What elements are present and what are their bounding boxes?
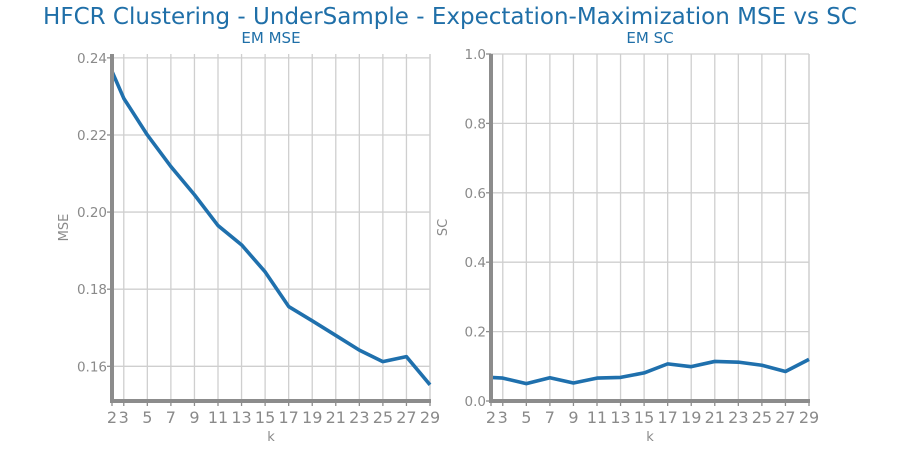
mse-ytick-label-2: 0.20 — [77, 205, 107, 221]
sc-x-axis-label: k — [646, 430, 654, 445]
mse-xtick-label-7: 15 — [255, 408, 275, 427]
sc-xtick-label-13: 27 — [775, 408, 795, 427]
sc-ytick-label-3: 0.6 — [465, 186, 486, 202]
mse-xtick-label-11: 23 — [349, 408, 369, 427]
sc-xtick-label-14: 29 — [799, 408, 819, 427]
mse-xtick-label-12: 25 — [373, 408, 393, 427]
mse-xtick-label-4: 9 — [189, 408, 199, 427]
mse-xtick-label-6: 13 — [231, 408, 251, 427]
sc-xtick-label-9: 19 — [681, 408, 701, 427]
mse-ytick-label-3: 0.22 — [77, 128, 107, 144]
mse-x-axis-label: k — [267, 430, 275, 445]
sc-series-line — [490, 357, 810, 386]
mse-xtick-label-3: 7 — [166, 408, 176, 427]
mse-ytick-label-4: 0.24 — [77, 51, 107, 67]
mse-xtick-label-2: 5 — [142, 408, 152, 427]
sc-y-axis-label: SC — [436, 219, 451, 236]
figure-title: HFCR Clustering - UnderSample - Expectat… — [43, 4, 857, 30]
sc-xtick-label-2: 5 — [521, 408, 531, 427]
sc-xtick-label-7: 15 — [634, 408, 654, 427]
sc-xtick-label-3: 7 — [545, 408, 555, 427]
sc-ytick-label-4: 0.8 — [465, 116, 486, 132]
sc-xtick-label-8: 17 — [657, 408, 677, 427]
mse-xtick-label-5: 11 — [208, 408, 228, 427]
sc-ytick-label-1: 0.2 — [465, 325, 486, 341]
sc-xtick-label-12: 25 — [752, 408, 772, 427]
mse-xtick-label-14: 29 — [420, 408, 440, 427]
sc-xtick-label-10: 21 — [705, 408, 725, 427]
mse-series-line — [110, 70, 432, 386]
mse-ytick-label-1: 0.18 — [77, 282, 107, 298]
mse-xtick-label-10: 21 — [326, 408, 346, 427]
mse-xtick-label-1: 3 — [119, 408, 129, 427]
sc-xtick-label-11: 23 — [728, 408, 748, 427]
sc-ytick-label-5: 1.0 — [465, 47, 486, 63]
sc-xtick-label-6: 13 — [610, 408, 630, 427]
sc-ytick-label-0: 0.0 — [465, 394, 486, 410]
mse-ytick-label-0: 0.16 — [77, 359, 107, 375]
mse-y-axis-label: MSE — [57, 214, 72, 242]
mse-panel-title: EM MSE — [241, 29, 300, 47]
sc-xtick-label-5: 11 — [587, 408, 607, 427]
sc-xtick-label-1: 3 — [498, 408, 508, 427]
mse-xtick-label-0: 2 — [107, 408, 117, 427]
sc-xtick-label-4: 9 — [568, 408, 578, 427]
mse-xtick-label-9: 19 — [302, 408, 322, 427]
sc-xtick-label-0: 2 — [486, 408, 496, 427]
sc-panel-title: EM SC — [626, 29, 673, 47]
sc-ytick-label-2: 0.4 — [465, 255, 486, 271]
mse-xtick-label-13: 27 — [396, 408, 416, 427]
mse-xtick-label-8: 17 — [278, 408, 298, 427]
